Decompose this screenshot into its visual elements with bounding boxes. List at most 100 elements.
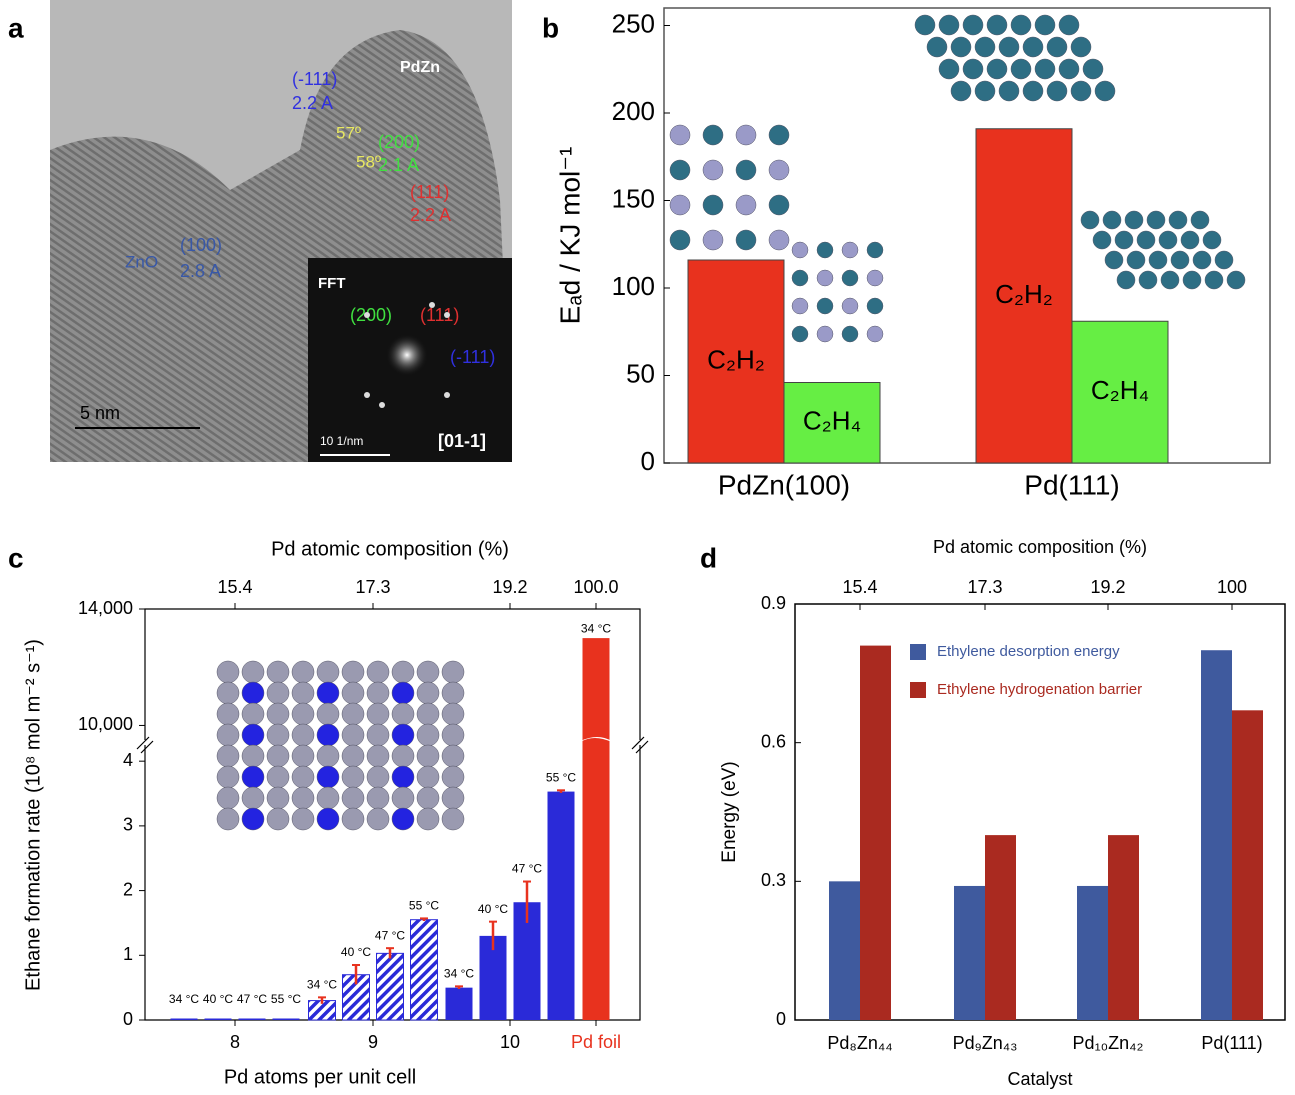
- fft-spot: [444, 392, 450, 398]
- bar: [170, 1018, 198, 1020]
- atom: [241, 702, 265, 726]
- atom: [1070, 80, 1092, 102]
- atom: [416, 702, 440, 726]
- image-label: 2.2 A: [292, 93, 333, 113]
- atom: [950, 80, 972, 102]
- y-tick-label: 14,000: [78, 598, 133, 618]
- atom: [216, 744, 240, 768]
- bar-label: 40 °C: [203, 992, 233, 1006]
- atom: [974, 80, 996, 102]
- y-tick-label: 2: [123, 879, 133, 899]
- atom: [1124, 210, 1144, 230]
- atom: [391, 807, 415, 831]
- atom: [1226, 270, 1246, 290]
- legend-label: Ethylene desorption energy: [937, 643, 1120, 660]
- image-label: (200): [378, 132, 420, 152]
- atom: [441, 744, 465, 768]
- y-tick-label: 0: [123, 1009, 133, 1029]
- bar-label: 34 °C: [444, 967, 474, 981]
- atom: [291, 702, 315, 726]
- atom: [366, 660, 390, 684]
- x-tick-label: Pd₁₀Zn₄₂: [1073, 1033, 1144, 1053]
- image-label: (111): [410, 182, 449, 202]
- atom: [866, 269, 884, 287]
- panel-label: d: [700, 542, 717, 573]
- tem-image: [50, 0, 512, 462]
- atom: [441, 786, 465, 810]
- atom: [341, 723, 365, 747]
- atom: [316, 744, 340, 768]
- image-label: 58º: [356, 152, 381, 171]
- atom: [768, 124, 790, 146]
- atom: [1010, 14, 1032, 36]
- atom: [341, 786, 365, 810]
- atom: [1080, 210, 1100, 230]
- axis-break: [631, 736, 649, 754]
- bar-label: 47 °C: [237, 992, 267, 1006]
- atom: [1022, 80, 1044, 102]
- bar-label: C₂H₄: [1091, 375, 1149, 405]
- y-tick-label: 0: [641, 446, 655, 476]
- atom: [986, 58, 1008, 80]
- top-tick-label: 19.2: [492, 577, 527, 597]
- atom: [216, 786, 240, 810]
- atom: [441, 681, 465, 705]
- atom: [962, 58, 984, 80]
- atom: [1182, 270, 1202, 290]
- atom: [791, 297, 809, 315]
- atom: [1058, 14, 1080, 36]
- atom: [216, 723, 240, 747]
- atom: [669, 229, 691, 251]
- atom: [241, 744, 265, 768]
- atom: [669, 194, 691, 216]
- atom: [416, 807, 440, 831]
- image-label: 2.1 A: [378, 155, 419, 175]
- atom: [1138, 270, 1158, 290]
- atom: [391, 660, 415, 684]
- atom: [926, 36, 948, 58]
- atom: [316, 723, 340, 747]
- atom: [391, 681, 415, 705]
- x-tick-label: PdZn(100): [718, 469, 850, 500]
- image-label: (200): [350, 305, 392, 325]
- atom: [1046, 36, 1068, 58]
- bar: [1108, 835, 1139, 1020]
- atom: [1092, 230, 1112, 250]
- atom: [998, 80, 1020, 102]
- atom: [316, 765, 340, 789]
- bar: [985, 835, 1016, 1020]
- atom: [1116, 270, 1136, 290]
- atom: [1168, 210, 1188, 230]
- atom: [914, 14, 936, 36]
- atom: [841, 297, 859, 315]
- bar: [410, 919, 438, 1021]
- atom: [998, 36, 1020, 58]
- bar: [582, 741, 610, 1020]
- atom: [366, 786, 390, 810]
- image-label: (-111): [292, 69, 337, 89]
- image-label: FFT: [318, 275, 346, 292]
- y-axis-label: Eₐd / KJ mol⁻¹: [554, 147, 585, 325]
- bar-label: 40 °C: [341, 945, 371, 959]
- atom: [441, 765, 465, 789]
- atom: [1034, 58, 1056, 80]
- atom: [266, 744, 290, 768]
- atom: [841, 241, 859, 259]
- atom: [791, 269, 809, 287]
- x-axis-label: Pd atoms per unit cell: [224, 1066, 416, 1088]
- bar: [829, 881, 860, 1020]
- atom: [216, 765, 240, 789]
- atom: [241, 681, 265, 705]
- atom: [416, 765, 440, 789]
- bar-label: 47 °C: [512, 862, 542, 876]
- bar-label: 40 °C: [478, 902, 508, 916]
- atom: [1170, 250, 1190, 270]
- image-label: PdZn: [400, 59, 440, 76]
- legend-swatch: [910, 644, 926, 660]
- bar-label: 55 °C: [409, 899, 439, 913]
- bar: [376, 952, 404, 1021]
- atom: [702, 124, 724, 146]
- atom: [866, 325, 884, 343]
- atom: [441, 660, 465, 684]
